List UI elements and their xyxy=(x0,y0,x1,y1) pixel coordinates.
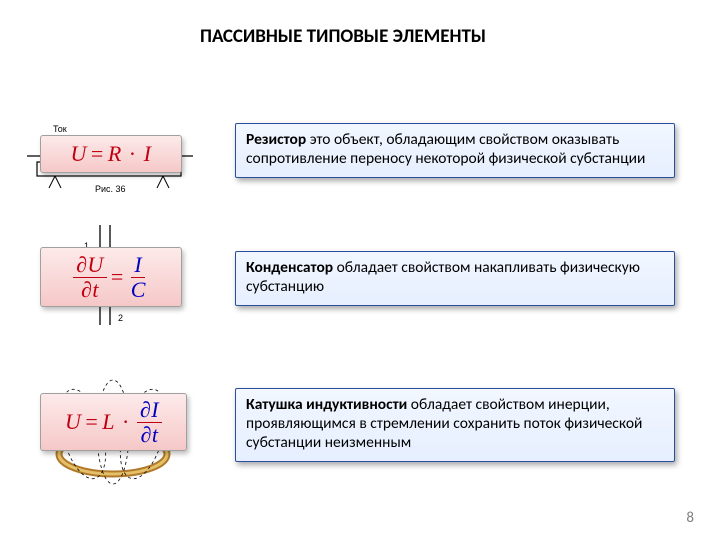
capacitor-formula: ∂U ∂t = I C xyxy=(73,254,149,301)
frac-dI: ∂I ∂t xyxy=(137,399,162,446)
capacitor-definition: Конденсатор обладает свойством накаплива… xyxy=(235,251,675,306)
eq-sign-2: = xyxy=(111,264,124,290)
cap-label-2: 2 xyxy=(118,313,123,323)
frac-right: I C xyxy=(128,254,149,301)
var-I: I xyxy=(144,141,152,167)
eq-sign-3: = xyxy=(85,409,98,435)
eq-sign: = xyxy=(91,141,104,167)
label-ris: Рис. 36 xyxy=(95,184,126,194)
var-U: U xyxy=(71,141,87,167)
var-U2: U xyxy=(65,409,81,435)
resistor-rest: это объект, обладающим свойством оказыва… xyxy=(246,130,645,168)
den-dt2: ∂t xyxy=(137,423,161,446)
label-tok: Ток xyxy=(53,124,67,134)
den-C: C xyxy=(128,278,149,301)
inductor-formula: U = L · ∂I ∂t xyxy=(65,399,162,446)
inductor-term: Катушка индуктивности xyxy=(246,395,407,414)
resistor-term: Резистор xyxy=(246,130,306,149)
frac-left: ∂U ∂t xyxy=(73,254,107,301)
num-dU: ∂U xyxy=(73,254,107,278)
resistor-definition: Резистор это объект, обладающим свойство… xyxy=(235,123,675,178)
var-R: R xyxy=(108,141,122,167)
slide: ПАССИВНЫЕ ТИПОВЫЕ ЭЛЕМЕНТЫ Ток Рис. 36 U… xyxy=(0,0,720,540)
page-number: 8 xyxy=(686,509,694,527)
num-I: I xyxy=(131,254,145,278)
den-dt: ∂t xyxy=(78,278,102,301)
var-L: L xyxy=(102,409,115,435)
resistor-formula-box: U = R · I xyxy=(40,135,182,173)
capacitor-term: Конденсатор xyxy=(246,258,333,277)
dot-op: · xyxy=(126,141,140,167)
inductor-formula-box: U = L · ∂I ∂t xyxy=(40,393,187,451)
page-title: ПАССИВНЫЕ ТИПОВЫЕ ЭЛЕМЕНТЫ xyxy=(200,26,580,48)
resistor-formula: U = R · I xyxy=(71,141,152,167)
capacitor-formula-box: ∂U ∂t = I C xyxy=(40,247,182,307)
num-dI: ∂I xyxy=(137,399,162,423)
dot-op-2: · xyxy=(119,409,133,435)
inductor-definition: Катушка индуктивности обладает свойством… xyxy=(235,388,675,462)
